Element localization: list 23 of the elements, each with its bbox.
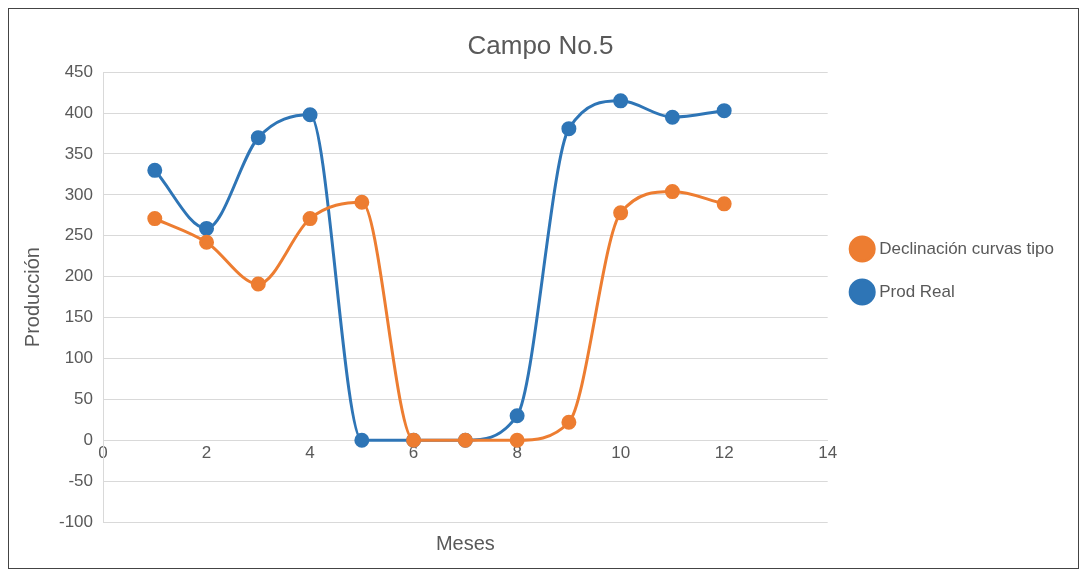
y-tick-label: 300 — [64, 184, 94, 204]
x-tick-label: 14 — [818, 443, 838, 463]
y-tick-label: 350 — [64, 143, 94, 163]
y-tick-label: 50 — [74, 389, 94, 409]
x-axis-title: Meses — [435, 531, 495, 554]
y-tick-label: 400 — [64, 102, 94, 122]
y-tick-label: 450 — [64, 61, 94, 81]
y-tick-label: -100 — [58, 511, 94, 531]
y-tick-label: -50 — [68, 470, 94, 490]
x-tick-label: 10 — [611, 443, 631, 463]
x-tick-label: 4 — [305, 443, 315, 463]
y-tick-label: 250 — [64, 225, 94, 245]
x-tick-label: 2 — [201, 443, 212, 463]
legend-label: Prod Real — [879, 281, 955, 301]
y-axis-title: Producción — [20, 247, 43, 348]
y-tick-label: 200 — [64, 266, 94, 286]
x-tick-label: 0 — [98, 443, 108, 463]
legend-label: Declinación curvas tipo — [879, 238, 1055, 258]
y-tick-label: 100 — [64, 348, 94, 368]
y-tick-label: 150 — [64, 307, 94, 327]
y-tick-label: 0 — [83, 429, 94, 449]
chart-title: Campo No.5 — [467, 29, 614, 60]
x-tick-label: 12 — [714, 443, 734, 463]
